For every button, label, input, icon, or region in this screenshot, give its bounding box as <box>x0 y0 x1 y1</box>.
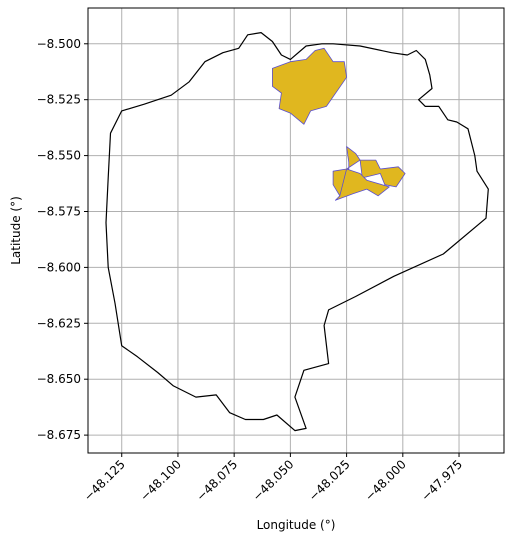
regions-layer <box>271 47 406 201</box>
x-tick-label: −48.000 <box>362 457 409 504</box>
y-tick-label: −8.600 <box>37 260 81 274</box>
municipality-boundary <box>105 31 489 432</box>
highlighted-region <box>359 159 406 188</box>
x-tick-label: −47.975 <box>418 457 465 504</box>
highlighted-region <box>334 168 390 201</box>
plot-frame <box>87 7 505 454</box>
y-tick-label: −8.500 <box>37 37 81 51</box>
x-tick-label: −48.125 <box>81 457 128 504</box>
y-tick-label: −8.675 <box>37 428 81 442</box>
x-tick-label: −48.100 <box>137 457 184 504</box>
y-ticks: −8.500 −8.525 −8.550 −8.575 −8.600 −8.625 −8.6… <box>37 37 88 442</box>
x-tick-label: −48.025 <box>306 457 353 504</box>
x-axis-label: Longitude (°) <box>257 518 336 532</box>
y-tick-label: −8.525 <box>37 93 81 107</box>
highlighted-region <box>271 47 348 125</box>
y-tick-label: −8.550 <box>37 149 81 163</box>
x-ticks: −48.125 −48.100 −48.075 −48.050 −48.025 −48.0… <box>81 453 465 504</box>
y-axis-label: Latitude (°) <box>9 196 23 265</box>
y-tick-label: −8.575 <box>37 204 81 218</box>
y-tick-label: −8.650 <box>37 372 81 386</box>
y-tick-label: −8.625 <box>37 316 81 330</box>
boundary-layer <box>105 31 489 432</box>
x-tick-label: −48.050 <box>250 457 297 504</box>
x-tick-label: −48.075 <box>194 457 241 504</box>
